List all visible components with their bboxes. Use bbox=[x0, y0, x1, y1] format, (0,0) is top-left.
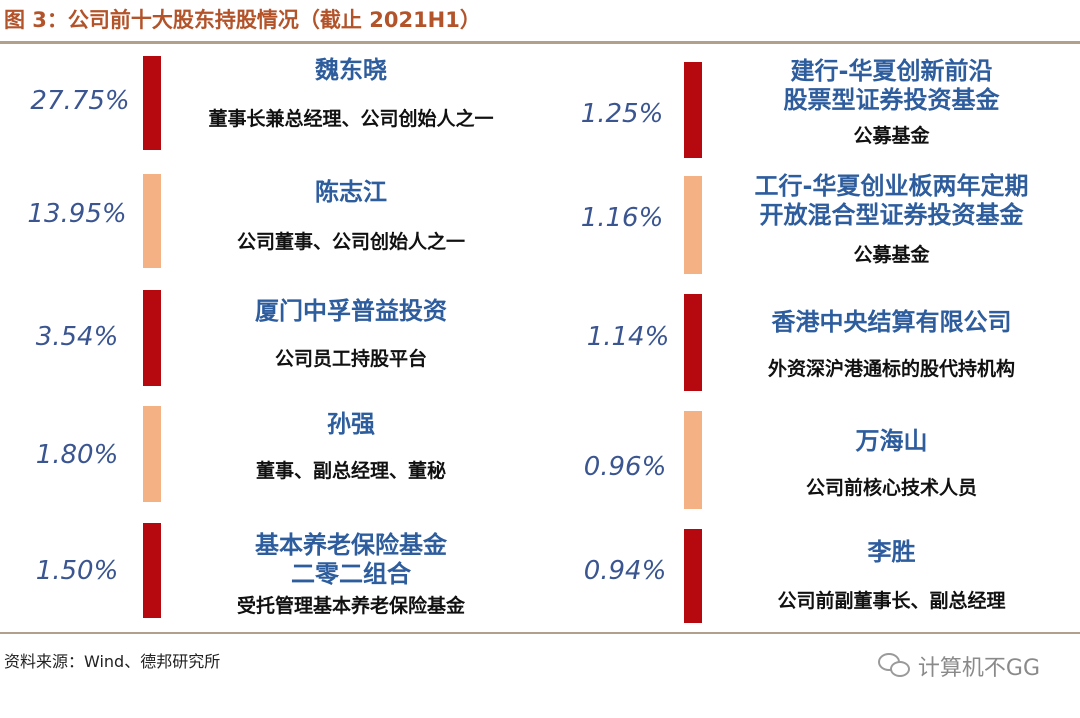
holding-percent: 1.25% bbox=[580, 99, 664, 129]
left-shareholder-column: 27.75% 魏东晓 董事长兼总经理、公司创始人之一 13.95% 陈志江 公司… bbox=[27, 56, 494, 618]
holding-bar bbox=[143, 523, 161, 618]
shareholder-role: 董事、副总经理、董秘 bbox=[255, 460, 446, 482]
shareholder-name-line-2: 开放混合型证券投资基金 bbox=[759, 201, 1024, 229]
wechat-icon bbox=[877, 651, 912, 681]
holding-bar bbox=[143, 174, 161, 268]
shareholder-role: 外资深沪港通标的股代持机构 bbox=[767, 358, 1015, 380]
shareholder-role: 公司董事、公司创始人之一 bbox=[236, 231, 465, 253]
right-shareholder-column: 1.25% 建行-华夏创新前沿 股票型证券投资基金 公募基金 1.16% 工行-… bbox=[540, 0, 1080, 718]
shareholder-role: 公募基金 bbox=[853, 244, 930, 266]
shareholder-role: 公募基金 bbox=[853, 125, 930, 147]
footer-divider bbox=[0, 632, 1080, 634]
title-divider bbox=[0, 41, 1080, 44]
holding-percent: 3.54% bbox=[35, 322, 119, 352]
holding-percent: 1.14% bbox=[586, 322, 670, 352]
holding-bar bbox=[143, 406, 161, 502]
holding-bar bbox=[684, 62, 702, 158]
holding-percent: 1.80% bbox=[35, 440, 119, 470]
holding-percent: 13.95% bbox=[27, 199, 127, 229]
shareholder-role: 董事长兼总经理、公司创始人之一 bbox=[208, 108, 494, 130]
shareholder-name-line-2: 股票型证券投资基金 bbox=[783, 86, 1000, 114]
shareholder-name: 万海山 bbox=[855, 427, 928, 455]
holding-bar bbox=[684, 411, 702, 509]
holding-percent: 1.50% bbox=[35, 556, 119, 586]
holding-percent: 27.75% bbox=[30, 86, 130, 116]
holding-bar bbox=[143, 290, 161, 386]
shareholder-name: 李胜 bbox=[867, 538, 916, 566]
holding-bar bbox=[684, 294, 702, 391]
holding-bar bbox=[143, 56, 161, 150]
shareholder-name: 厦门中孚普益投资 bbox=[255, 297, 447, 325]
holding-percent: 1.16% bbox=[580, 203, 664, 233]
watermark-text: 计算机不GG bbox=[917, 656, 1040, 681]
holding-percent: 0.94% bbox=[583, 556, 667, 586]
shareholder-name: 陈志江 bbox=[315, 178, 387, 206]
shareholder-role: 受托管理基本养老保险基金 bbox=[236, 595, 465, 617]
shareholder-name: 基本养老保险基金 bbox=[255, 531, 447, 559]
source-note: 资料来源：Wind、德邦研究所 bbox=[4, 652, 221, 671]
holding-bar bbox=[684, 529, 702, 623]
shareholder-name: 孙强 bbox=[327, 410, 375, 438]
shareholder-name: 香港中央结算有限公司 bbox=[771, 308, 1012, 336]
watermark: 计算机不GG bbox=[877, 648, 1040, 684]
shareholder-name: 魏东晓 bbox=[315, 56, 387, 84]
shareholder-role: 公司前核心技术人员 bbox=[805, 477, 977, 499]
holding-percent: 0.96% bbox=[583, 452, 667, 482]
shareholder-name-line-2: 二零二组合 bbox=[291, 560, 411, 588]
shareholder-role: 公司员工持股平台 bbox=[274, 348, 427, 370]
shareholder-name: 工行-华夏创业板两年定期 bbox=[754, 172, 1029, 200]
shareholder-name: 建行-华夏创新前沿 bbox=[790, 57, 993, 85]
figure-title: 图 3：公司前十大股东持股情况（截止 2021H1） bbox=[4, 8, 481, 32]
holding-bar bbox=[684, 176, 702, 274]
shareholder-role: 公司前副董事长、副总经理 bbox=[777, 590, 1006, 612]
